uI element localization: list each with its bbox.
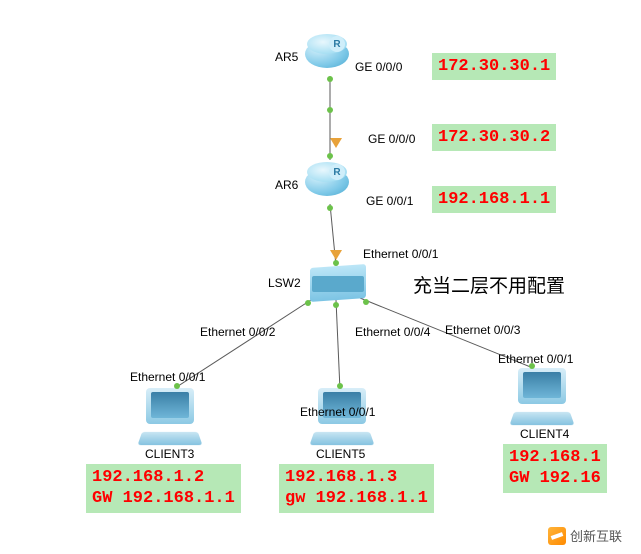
l2-note: 充当二层不用配置 [413, 271, 565, 298]
label-client3: CLIENT3 [145, 447, 194, 461]
link-status-dot [529, 363, 535, 369]
flow-arrow-icon [330, 138, 342, 148]
port-label: Ethernet 0/0/1 [130, 370, 205, 384]
link-status-dot [333, 302, 339, 308]
label-ar6: AR6 [275, 178, 298, 192]
link-status-dot [327, 76, 333, 82]
link-status-dot [363, 299, 369, 305]
flow-arrow-icon [330, 250, 342, 260]
port-label: Ethernet 0/0/1 [300, 405, 375, 419]
watermark-logo-icon [548, 527, 566, 545]
ip-address-box: 172.30.30.1 [432, 53, 556, 80]
watermark-text: 创新互联 [570, 526, 622, 545]
link-status-dot [305, 300, 311, 306]
label-ar5: AR5 [275, 50, 298, 64]
link-status-dot [174, 383, 180, 389]
router-ar6: R [305, 160, 349, 204]
ip-address-box: 192.168.1.2GW 192.168.1.1 [86, 464, 241, 513]
ip-address-box: 192.168.1.3gw 192.168.1.1 [279, 464, 434, 513]
ip-address-box: 192.168.1.1 [432, 186, 556, 213]
pc-client3 [140, 388, 200, 448]
link-status-dot [337, 383, 343, 389]
link-status-dot [327, 153, 333, 159]
label-lsw2: LSW2 [268, 276, 301, 290]
switch-lsw2 [310, 266, 366, 300]
port-label: Ethernet 0/0/2 [200, 325, 275, 339]
label-client5: CLIENT5 [316, 447, 365, 461]
port-label: Ethernet 0/0/3 [445, 323, 520, 337]
port-label: Ethernet 0/0/4 [355, 325, 430, 339]
label-client4: CLIENT4 [520, 427, 569, 441]
pc-client4 [512, 368, 572, 428]
link-status-dot [327, 107, 333, 113]
watermark: 创新互联 [548, 526, 622, 545]
port-label: GE 0/0/1 [366, 194, 413, 208]
ip-address-box: 192.168.1GW 192.16 [503, 444, 607, 493]
port-label: GE 0/0/0 [368, 132, 415, 146]
link-status-dot [327, 205, 333, 211]
port-label: Ethernet 0/0/1 [498, 352, 573, 366]
router-ar5: R [305, 32, 349, 76]
ip-address-box: 172.30.30.2 [432, 124, 556, 151]
port-label: GE 0/0/0 [355, 60, 402, 74]
link-status-dot [333, 260, 339, 266]
port-label: Ethernet 0/0/1 [363, 247, 438, 261]
